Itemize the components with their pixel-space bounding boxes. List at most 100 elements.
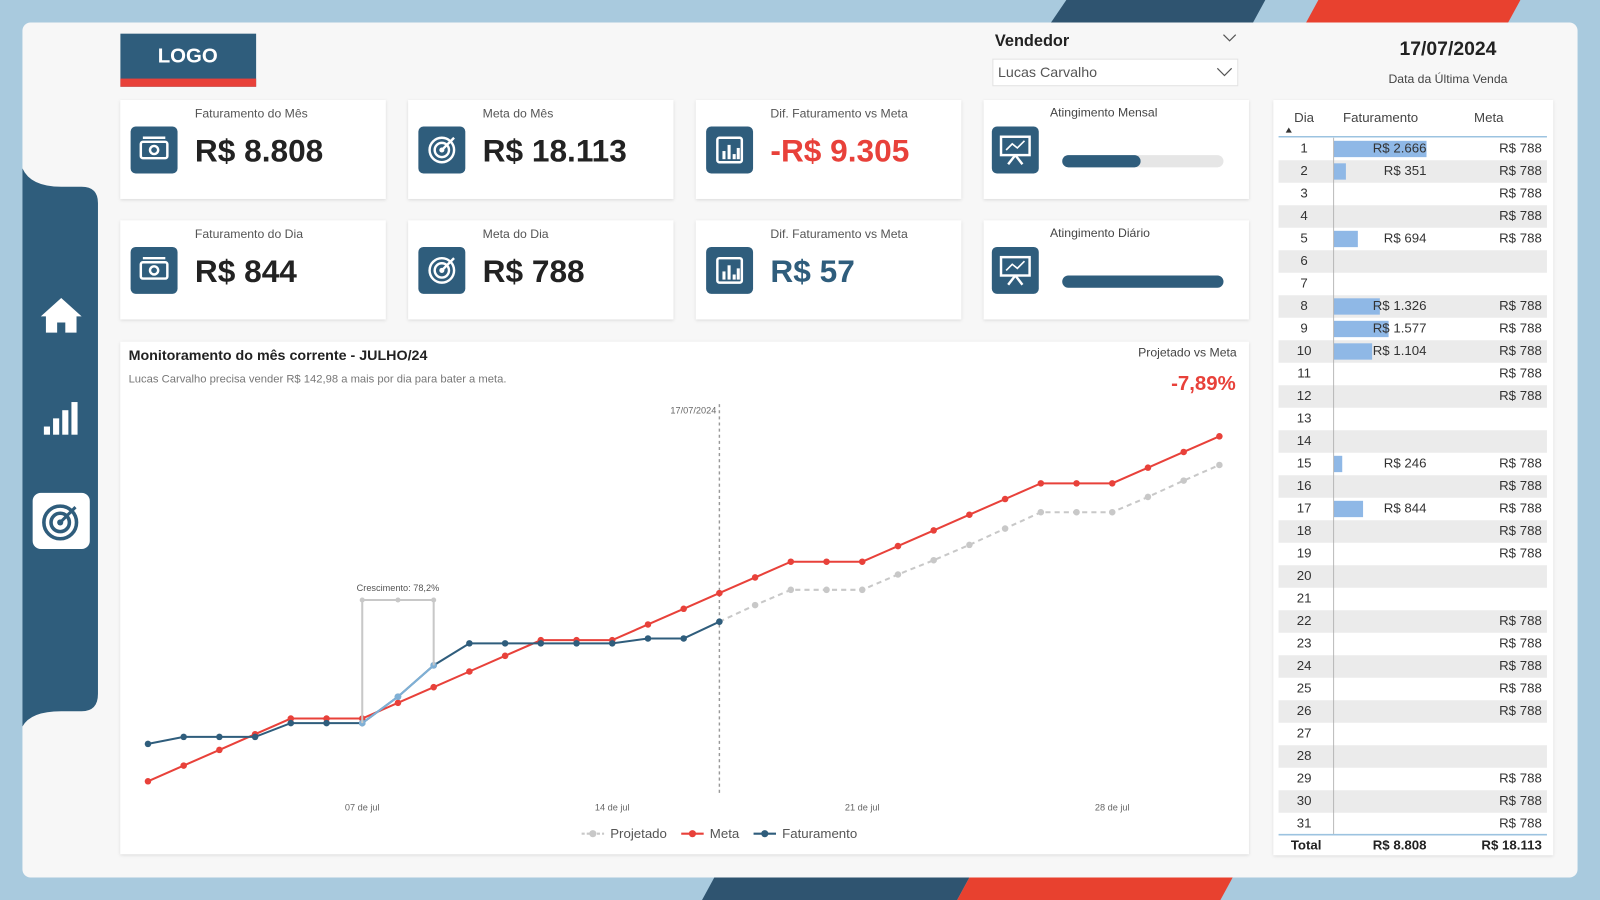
cell-day: 29 xyxy=(1297,770,1312,785)
data-point xyxy=(180,762,187,769)
cell-day: 25 xyxy=(1297,680,1312,695)
projection-value: -7,89% xyxy=(1171,373,1236,395)
kpi-value: R$ 57 xyxy=(770,253,854,289)
row-band xyxy=(1278,655,1547,678)
data-point xyxy=(680,605,687,613)
icon-shape xyxy=(433,141,451,159)
data-point xyxy=(1180,448,1187,456)
icon-box xyxy=(991,126,1039,174)
nav-charts[interactable] xyxy=(43,402,78,435)
stripe xyxy=(957,877,1233,900)
cell-goal: R$ 788 xyxy=(1499,455,1542,470)
chart-subtitle: Lucas Carvalho precisa vender R$ 142,98 … xyxy=(129,374,507,386)
kpi-title: Meta do Mês xyxy=(483,107,554,121)
gauge-bar xyxy=(1062,155,1141,168)
data-bar xyxy=(1333,298,1380,315)
icon-shape xyxy=(139,140,169,160)
cell-day: 30 xyxy=(1297,793,1312,808)
cell-day: 12 xyxy=(1297,388,1312,403)
icon-shape xyxy=(440,257,455,272)
data-point xyxy=(680,635,687,642)
cell-revenue: R$ 844 xyxy=(1384,500,1427,515)
annotation-label: Crescimento: 78,2% xyxy=(357,583,440,593)
cell-goal: R$ 788 xyxy=(1499,613,1542,628)
row-band xyxy=(1278,205,1547,228)
icon-shape xyxy=(139,261,169,280)
cell-goal: R$ 788 xyxy=(1499,388,1542,403)
icon-shape xyxy=(1014,154,1024,166)
cell-revenue: R$ 694 xyxy=(1384,230,1427,245)
chevron xyxy=(1223,34,1237,42)
data-point xyxy=(1073,480,1080,487)
data-point xyxy=(394,699,402,707)
cell-goal: R$ 788 xyxy=(1499,208,1542,223)
cell-day: 14 xyxy=(1297,433,1312,448)
data-point xyxy=(751,574,759,581)
icon-shape xyxy=(440,136,455,151)
cell-day: 15 xyxy=(1297,455,1312,470)
data-point xyxy=(930,527,937,534)
data-point xyxy=(716,589,723,597)
kpi-value: -R$ 9.305 xyxy=(770,132,909,168)
kpi-title: Dif. Faturamento vs Meta xyxy=(770,107,908,121)
data-point xyxy=(501,652,509,660)
icon-shape xyxy=(716,256,744,284)
icon-shape xyxy=(428,136,456,164)
data-point xyxy=(858,558,866,566)
total-cell: R$ 8.808 xyxy=(1373,837,1427,852)
highlight-point xyxy=(394,693,402,700)
row-band xyxy=(1278,520,1547,543)
icon-shape xyxy=(1005,140,1026,151)
stripe xyxy=(1051,0,1266,23)
data-bar xyxy=(1333,455,1343,473)
data-point xyxy=(966,541,973,549)
cell-day: 1 xyxy=(1300,140,1307,155)
legend-label: Faturamento xyxy=(782,826,857,841)
cell-day: 19 xyxy=(1297,545,1312,560)
data-point xyxy=(466,640,473,647)
bars-icon xyxy=(62,410,69,435)
data-point xyxy=(323,715,330,722)
filter-dropdown[interactable]: Lucas Carvalho xyxy=(992,58,1239,87)
stripe xyxy=(1306,0,1521,23)
dropdown-box xyxy=(992,58,1239,87)
data-bar xyxy=(1333,230,1358,248)
cell-goal: R$ 788 xyxy=(1499,793,1542,808)
data-point xyxy=(858,586,866,594)
data-point xyxy=(144,740,152,748)
cell-day: 16 xyxy=(1297,478,1312,493)
data-point xyxy=(894,542,902,550)
total-cell: R$ 18.113 xyxy=(1481,837,1541,852)
cell-revenue: R$ 1.326 xyxy=(1373,298,1427,313)
cell-day: 6 xyxy=(1300,253,1307,268)
data-point xyxy=(1108,508,1116,516)
row-band xyxy=(1278,610,1547,633)
data-point xyxy=(823,586,830,594)
nav-goals[interactable] xyxy=(32,492,90,549)
legend-dot xyxy=(688,830,697,838)
cell-revenue: R$ 1.104 xyxy=(1373,343,1427,358)
icon-shape xyxy=(727,265,731,280)
data-point xyxy=(323,719,330,727)
icon-shape xyxy=(1005,260,1026,271)
gauge-bar xyxy=(1062,275,1224,288)
cell-revenue: R$ 246 xyxy=(1384,455,1427,470)
data-point xyxy=(1037,508,1045,516)
cell-goal: R$ 788 xyxy=(1499,320,1542,335)
legend-item: Meta xyxy=(681,826,740,841)
data-point xyxy=(144,777,152,785)
home-icon xyxy=(40,297,82,333)
data-point xyxy=(573,640,580,647)
nav-home[interactable] xyxy=(40,297,82,333)
filter-label: Vendedor xyxy=(995,32,1070,50)
data-point xyxy=(251,733,259,741)
kpi-title: Meta do Dia xyxy=(483,227,549,241)
kpi-title: Faturamento do Dia xyxy=(195,227,303,241)
target-icon xyxy=(59,506,77,524)
data-point xyxy=(1001,525,1009,532)
legend-item: Projetado xyxy=(581,826,667,841)
data-point xyxy=(966,511,973,518)
icon-box xyxy=(130,246,178,294)
data-point xyxy=(537,640,545,647)
